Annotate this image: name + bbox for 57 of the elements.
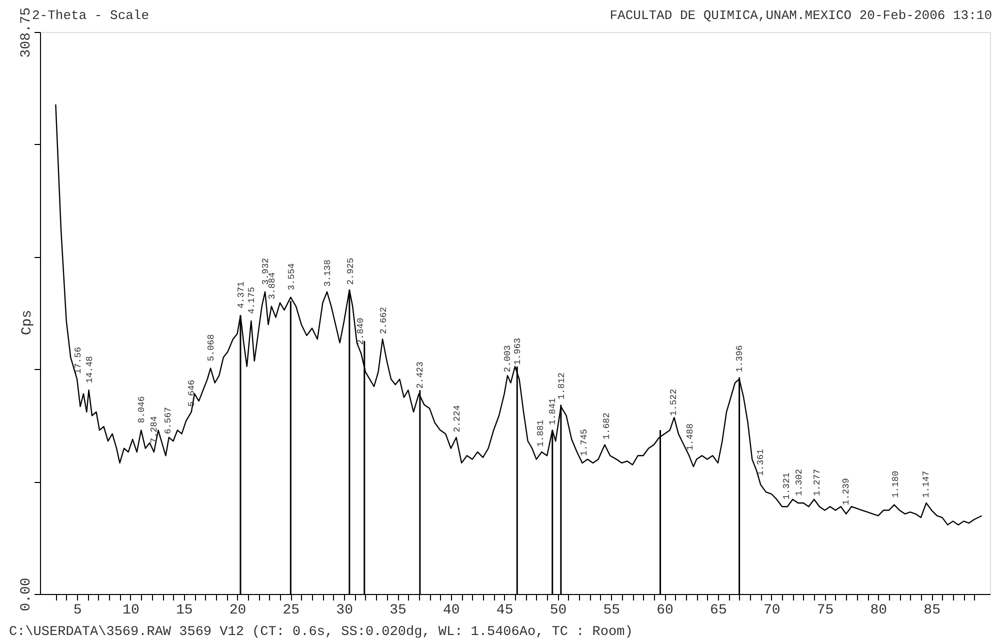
annotation: 1.147 [921, 470, 932, 498]
y-tick-label: 308.75 [18, 7, 34, 58]
text: C:\USERDATA\3569.RAW 3569 V12 (CT: 0.6s, SS:0.020dg, WL: 1.5406Ao, TC : Room) [9, 625, 633, 640]
annotation: 2.224 [452, 405, 463, 432]
annotation: 1.522 [669, 388, 680, 416]
annotation: 3.554 [287, 263, 298, 290]
annotation: 1.396 [735, 345, 745, 372]
y-axis-title: Cps [20, 310, 36, 336]
annotation: 1.277 [812, 468, 823, 496]
annotation: 1.321 [782, 472, 792, 500]
x-tick-label: 65 [710, 602, 727, 618]
annotation: 1.745 [579, 428, 590, 456]
annotation: 1.361 [756, 448, 766, 476]
annotation: 1.302 [794, 468, 805, 496]
annotation: 7.284 [149, 416, 160, 444]
annotation: 2.423 [416, 362, 426, 389]
annotation: 2.925 [346, 258, 356, 285]
x-tick-label: 55 [603, 602, 620, 618]
x-tick-label: 15 [176, 602, 193, 618]
text: FACULTAD DE QUIMICA,UNAM.MEXICO 20-Feb-2006 13:10 [610, 8, 992, 23]
annotation: 4.371 [236, 281, 246, 309]
annotation: 3.138 [323, 260, 334, 287]
annotation: 1.682 [602, 412, 612, 440]
x-tick-label: 25 [282, 602, 300, 618]
annotation: 1.488 [686, 423, 696, 450]
annotation: 8.046 [137, 396, 148, 424]
annotation: 5.068 [206, 334, 216, 362]
annotation: 14.48 [84, 356, 95, 384]
x-tick-label: 45 [496, 602, 514, 618]
annotation: 4.175 [247, 286, 258, 314]
annotation: 2.003 [502, 345, 513, 372]
annotation: 3.884 [267, 272, 278, 300]
x-tick-label: 40 [443, 602, 460, 618]
annotation: 5.646 [187, 380, 198, 407]
x-tick-label: 5 [73, 602, 82, 618]
annotation: 1.881 [536, 420, 546, 447]
x-tick-label: 10 [122, 602, 140, 618]
x-tick-label: 50 [550, 602, 567, 618]
x-tick-label: 75 [816, 602, 834, 618]
annotation: 17.56 [73, 347, 84, 374]
x-tick-label: 60 [656, 602, 674, 618]
annotation: 6.567 [164, 407, 174, 434]
x-tick-label: 30 [336, 602, 353, 618]
y-tick-label: 0.00 [18, 578, 34, 612]
x-tick-label: 70 [763, 602, 780, 618]
annotation: 1.963 [513, 338, 524, 365]
x-tick-label: 85 [924, 602, 940, 618]
x-tick-label: 20 [229, 602, 246, 618]
annotation: 1.812 [557, 372, 568, 400]
annotation: 1.180 [890, 470, 901, 498]
annotation: 1.841 [548, 398, 558, 425]
annotation: 2.840 [356, 318, 366, 345]
chart-title: 2-Theta - Scale [32, 8, 150, 23]
annotation: 2.662 [378, 306, 389, 334]
annotation: 1.239 [841, 478, 852, 506]
x-tick-label: 80 [870, 602, 888, 618]
x-tick-label: 35 [390, 602, 406, 618]
